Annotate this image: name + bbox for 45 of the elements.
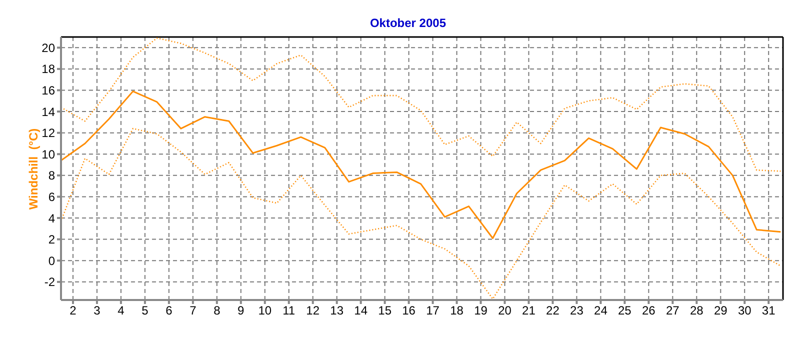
x-tick-label: 9 bbox=[238, 304, 245, 318]
x-tick-label: 25 bbox=[618, 304, 632, 318]
x-tick-label: 21 bbox=[522, 304, 536, 318]
y-tick-label: 8 bbox=[48, 168, 56, 183]
x-tick-label: 30 bbox=[738, 304, 752, 318]
x-tick-label: 18 bbox=[450, 304, 464, 318]
x-tick-label: 6 bbox=[166, 304, 173, 318]
x-tick-label: 27 bbox=[666, 304, 680, 318]
x-tick-label: 19 bbox=[474, 304, 488, 318]
x-tick-label: 20 bbox=[498, 304, 512, 318]
x-tick-label: 5 bbox=[142, 304, 149, 318]
line-series bbox=[61, 90, 782, 239]
x-tick-label: 11 bbox=[282, 304, 296, 318]
x-tick-label: 16 bbox=[402, 304, 416, 318]
x-tick-label: 13 bbox=[330, 304, 344, 318]
y-tick-label: 18 bbox=[42, 62, 56, 76]
x-tick-label: 29 bbox=[714, 304, 728, 318]
x-tick-label: 17 bbox=[426, 304, 440, 318]
x-tick-label: 12 bbox=[306, 304, 320, 318]
x-tick-label: 10 bbox=[258, 304, 272, 318]
y-tick-label: 4 bbox=[48, 211, 56, 226]
x-tick-label: 8 bbox=[214, 304, 221, 318]
x-tick-label: 28 bbox=[690, 304, 704, 318]
x-tick-label: 14 bbox=[354, 304, 368, 318]
y-tick-label: 14 bbox=[42, 104, 56, 119]
chart-title: Oktober 2005 bbox=[368, 16, 448, 30]
y-tick-label: 2 bbox=[48, 232, 56, 247]
x-tick-label: 3 bbox=[94, 304, 101, 318]
x-tick-label: 4 bbox=[118, 304, 125, 318]
x-tick-label: 31 bbox=[762, 304, 776, 318]
x-tick-label: 24 bbox=[594, 304, 608, 318]
y-tick-label: 12 bbox=[42, 126, 56, 140]
y-tick-label: 0 bbox=[48, 254, 56, 268]
x-tick-label: 22 bbox=[546, 304, 560, 318]
x-tick-label: 26 bbox=[642, 304, 656, 318]
x-tick-label: 15 bbox=[378, 304, 392, 318]
y-tick-label: 20 bbox=[42, 40, 56, 55]
x-tick-label: 2 bbox=[70, 304, 77, 318]
y-tick-label: 6 bbox=[48, 190, 56, 204]
x-tick-label: 7 bbox=[190, 304, 197, 318]
y-axis-title: Windchill (°C) bbox=[27, 128, 42, 210]
y-tick-label: 10 bbox=[42, 147, 56, 162]
y-tick-label: -2 bbox=[44, 275, 56, 290]
x-tick-label: 23 bbox=[570, 304, 584, 318]
y-tick-label: 16 bbox=[42, 84, 56, 98]
